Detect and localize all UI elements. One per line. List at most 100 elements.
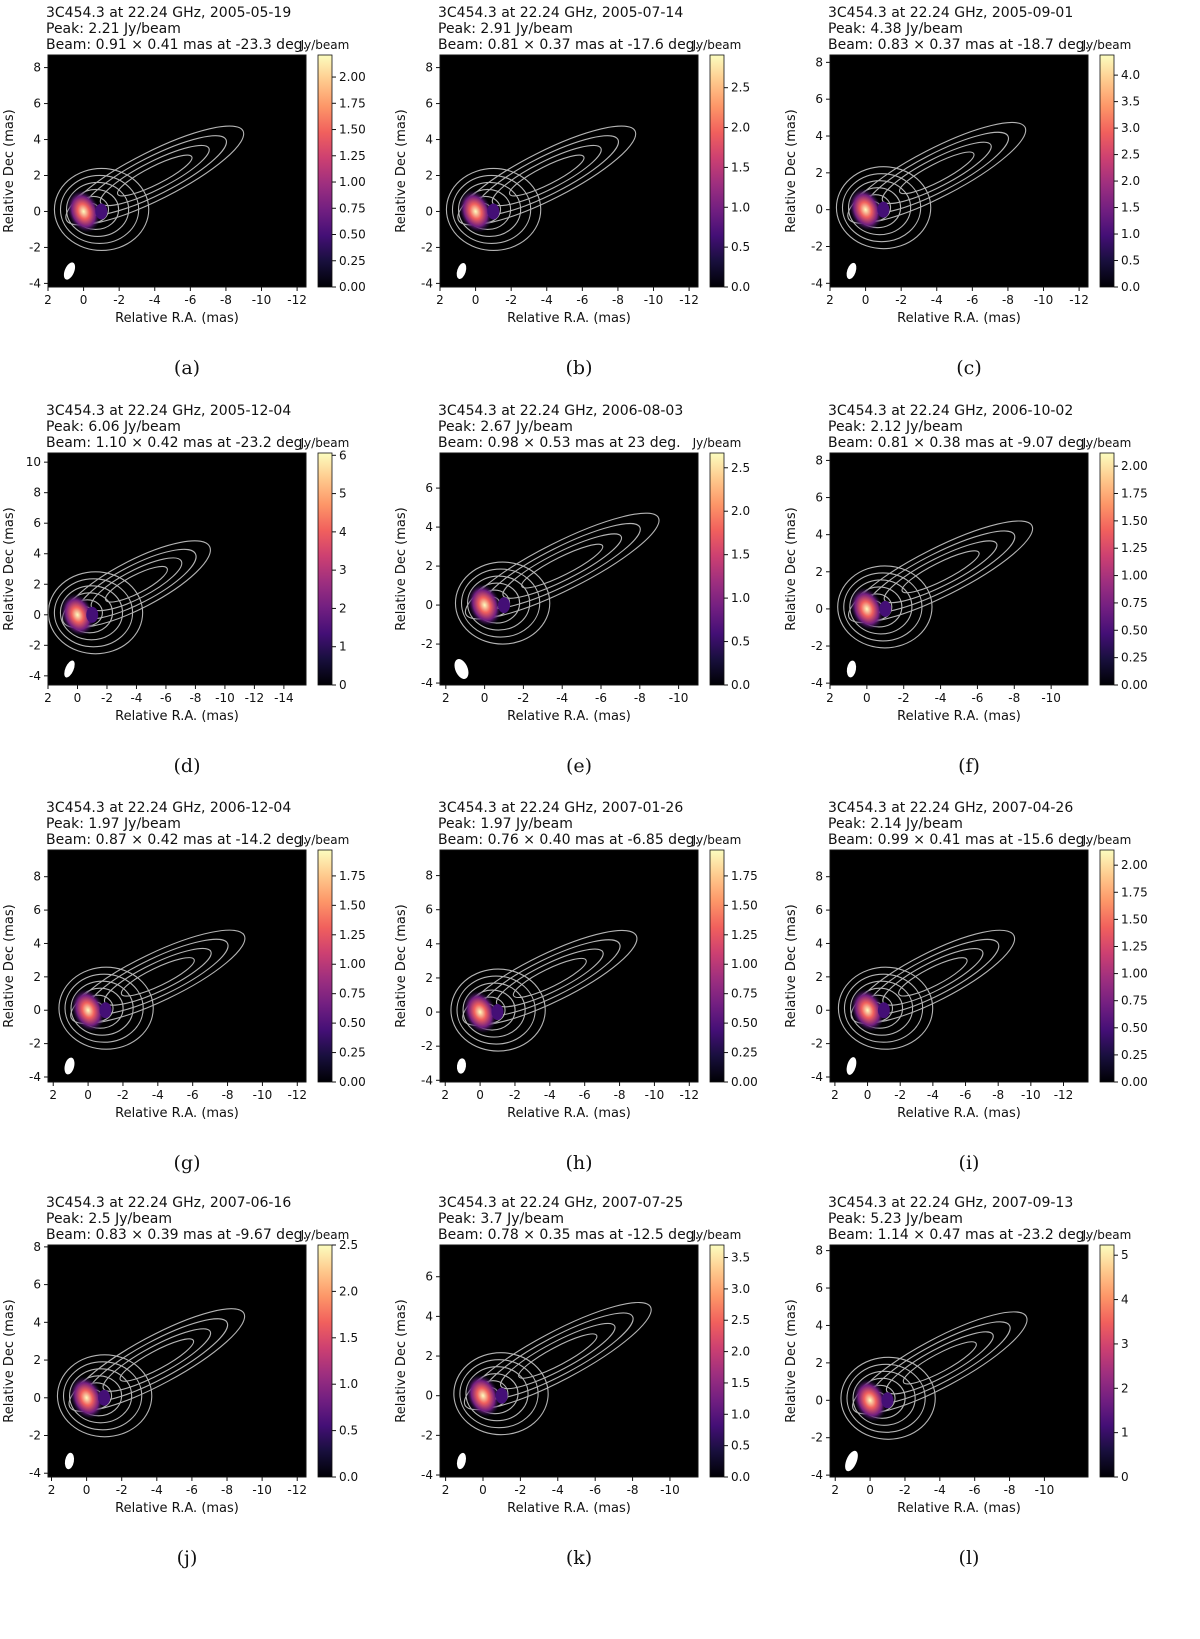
y-tick-label: 4 — [815, 1318, 823, 1332]
x-tick-label: -4 — [935, 691, 947, 705]
core-contour — [53, 167, 150, 252]
x-axis-label: Relative R.A. (mas) — [115, 709, 239, 724]
x-tick-label: -10 — [1034, 293, 1054, 307]
x-tick-label: -2 — [505, 293, 517, 307]
colorbar-tick-label: 0.75 — [339, 987, 366, 1001]
x-tick-label: -8 — [220, 293, 232, 307]
x-tick-label: -4 — [149, 293, 161, 307]
core-contour — [58, 966, 154, 1050]
x-tick-label: 0 — [479, 1483, 487, 1497]
x-axis-label: Relative R.A. (mas) — [507, 1106, 631, 1121]
core-contour — [59, 174, 140, 245]
contour-layer — [840, 1311, 1028, 1440]
y-tick-label: 6 — [33, 97, 41, 111]
core-contour — [843, 572, 923, 642]
contour-layer — [837, 520, 1034, 649]
colorbar-units-label: Jy/beam — [692, 833, 742, 847]
colorbar-tick-label: 1.0 — [731, 200, 750, 214]
y-tick-label: 0 — [425, 1005, 433, 1019]
jet-contour — [462, 929, 638, 1026]
jet-contour — [508, 154, 585, 197]
colorbar-tick-label: 0.0 — [731, 280, 750, 294]
y-tick-label: 0 — [815, 1393, 823, 1407]
x-tick-label: -8 — [992, 1088, 1004, 1102]
contour-layer — [450, 929, 638, 1052]
x-tick-label: -2 — [117, 1088, 129, 1102]
core-emission — [69, 1376, 104, 1420]
panel-title-line: Peak: 1.97 Jy/beam — [438, 816, 573, 832]
jet-contour — [901, 550, 980, 594]
core-contour — [843, 973, 924, 1043]
jet-contour — [885, 1331, 994, 1395]
x-tick-label: -12 — [245, 691, 265, 705]
y-axis-label: Relative Dec (mas) — [784, 507, 799, 630]
colorbar-tick-label: 3 — [339, 563, 347, 577]
y-tick-label: 2 — [33, 577, 41, 591]
colorbar-tick-label: 1.00 — [339, 175, 366, 189]
colorbar-tick-label: 0.00 — [339, 1075, 366, 1089]
colorbar — [317, 54, 333, 288]
y-axis-label: Relative Dec (mas) — [2, 109, 17, 232]
core-emission — [850, 587, 884, 631]
panel-title-line: Beam: 0.81 × 0.37 mas at -17.6 deg. — [438, 37, 699, 53]
x-tick-label: -12 — [679, 1088, 699, 1102]
core-contour — [64, 973, 144, 1043]
contour-layer — [453, 1301, 652, 1436]
y-tick-label: 4 — [33, 1315, 41, 1329]
y-tick-label: -4 — [811, 1468, 823, 1482]
colorbar-tick-label: 0.50 — [1121, 623, 1148, 637]
colorbar-tick-label: 0.5 — [731, 1439, 750, 1453]
y-axis-label: Relative Dec (mas) — [394, 904, 409, 1027]
x-axis-label: Relative R.A. (mas) — [115, 311, 239, 326]
colorbar — [1099, 849, 1115, 1083]
map-background — [830, 453, 1088, 685]
y-tick-label: 4 — [815, 528, 823, 542]
colorbar-tick-label: 1.75 — [339, 96, 366, 110]
colorbar-tick-label: 0.25 — [1121, 1048, 1148, 1062]
x-tick-label: 2 — [831, 1483, 839, 1497]
colorbar-units-label: Jy/beam — [1082, 436, 1132, 450]
x-tick-label: 0 — [481, 691, 489, 705]
y-tick-label: 0 — [33, 204, 41, 218]
jet-contour — [70, 929, 246, 1025]
core-contour — [846, 1363, 926, 1433]
colorbar-tick-label: 0.75 — [1121, 596, 1148, 610]
beam-ellipse — [846, 262, 857, 280]
beam-ellipse — [456, 263, 467, 279]
y-tick-label: -4 — [811, 1070, 823, 1084]
colorbar — [709, 54, 725, 288]
vlbi-map-panel: 3C454.3 at 22.24 GHz, 2006-10-02 Peak: 2.… — [782, 398, 1182, 793]
colorbar — [1099, 54, 1115, 288]
vlbi-map-panel: 3C454.3 at 22.24 GHz, 2006-08-03 Peak: 2.… — [392, 398, 792, 793]
contour-layer — [835, 121, 1027, 250]
x-tick-label: -8 — [222, 1088, 234, 1102]
colorbar-tick-label: 1.25 — [731, 928, 758, 942]
colorbar-tick-label: 1.00 — [1121, 967, 1148, 981]
x-tick-label: 0 — [83, 1483, 91, 1497]
x-tick-label: -12 — [679, 293, 699, 307]
x-tick-label: -12 — [1069, 293, 1089, 307]
x-tick-label: -6 — [184, 293, 196, 307]
colorbar-tick-label: 0.25 — [1121, 651, 1148, 665]
core-emission — [66, 190, 101, 233]
y-tick-label: 6 — [815, 491, 823, 505]
panel-title-line: 3C454.3 at 22.24 GHz, 2006-08-03 — [438, 403, 683, 419]
core-contour — [53, 578, 134, 648]
panel-title-line: Beam: 1.10 × 0.42 mas at -23.2 deg. — [46, 435, 307, 451]
panel-title-line: 3C454.3 at 22.24 GHz, 2005-12-04 — [46, 403, 291, 419]
colorbar-tick-label: 0.75 — [339, 201, 366, 215]
x-tick-label: -6 — [971, 691, 983, 705]
x-tick-label: -2 — [898, 691, 910, 705]
y-tick-label: 8 — [425, 61, 433, 75]
x-tick-label: -8 — [634, 691, 646, 705]
beam-ellipse — [456, 1452, 467, 1470]
jet-knot — [99, 1002, 112, 1019]
panel-title-line: 3C454.3 at 22.24 GHz, 2007-04-26 — [828, 800, 1073, 816]
colorbar — [709, 1244, 725, 1478]
jet-knot — [877, 1002, 890, 1019]
y-tick-label: 2 — [815, 565, 823, 579]
colorbar-tick-label: 1.25 — [1121, 541, 1148, 555]
